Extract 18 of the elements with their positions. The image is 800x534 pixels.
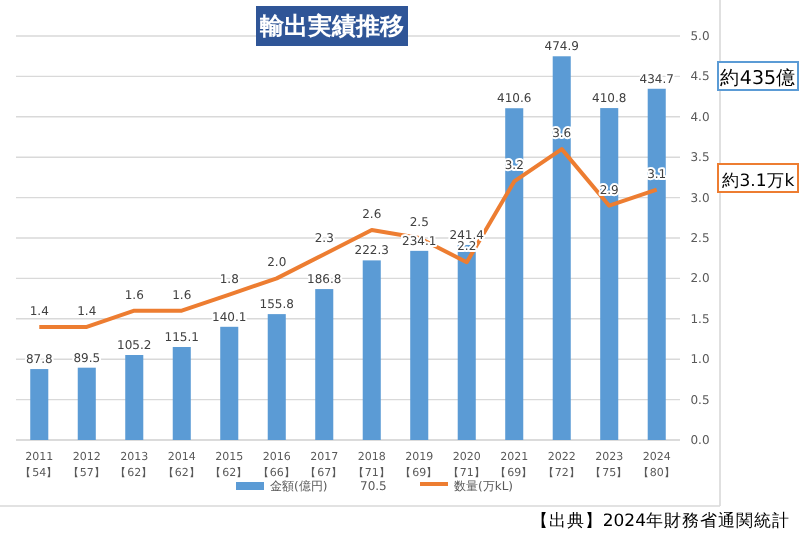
- bar: [552, 56, 571, 440]
- text: 約435億: [719, 66, 797, 90]
- bar: [410, 250, 429, 440]
- bar: [315, 289, 334, 440]
- bar: [600, 108, 619, 440]
- chart-title: 輸出実績推移: [258, 12, 404, 40]
- text: 約3.1万k: [721, 170, 795, 192]
- bar: [457, 244, 476, 440]
- bar: [220, 326, 239, 440]
- bar: [362, 260, 381, 440]
- bar: [30, 369, 49, 440]
- bar: [647, 88, 666, 440]
- bar: [77, 367, 96, 440]
- bar: [267, 314, 286, 440]
- bar: [172, 347, 191, 440]
- bar: [125, 355, 144, 440]
- bar: [505, 108, 524, 440]
- text: 【出典】2024年財務省通関統計: [530, 510, 790, 532]
